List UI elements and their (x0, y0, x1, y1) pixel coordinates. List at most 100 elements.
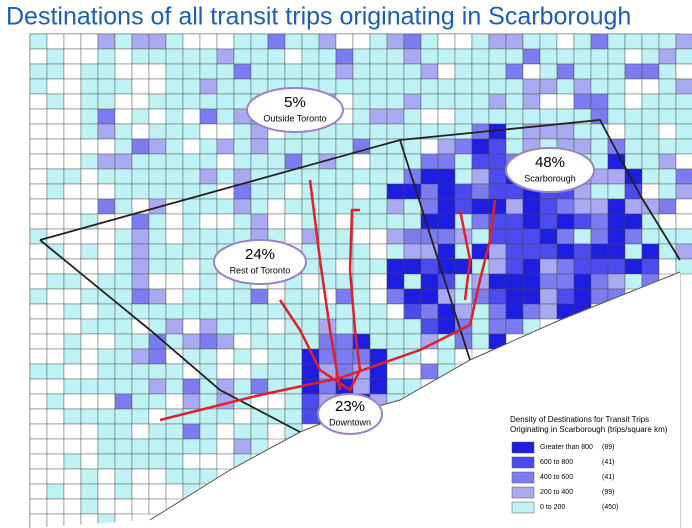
map-cell (182, 33, 201, 50)
map-cell (369, 213, 388, 230)
map-cell (301, 138, 320, 155)
map-cell (165, 228, 184, 245)
map-cell (556, 288, 575, 305)
map-cell (97, 348, 116, 365)
map-cell (97, 63, 116, 80)
map-cell (29, 438, 48, 455)
map-cell (675, 198, 692, 215)
map-cell (590, 78, 609, 95)
map-cell (29, 228, 48, 245)
map-cell (46, 198, 65, 215)
map-cell (114, 138, 133, 155)
map-cell (403, 363, 422, 380)
map-cell (386, 333, 405, 350)
map-cell (80, 393, 99, 410)
map-cell (505, 288, 524, 305)
map-cell (471, 63, 490, 80)
map-cell (63, 48, 82, 65)
legend-swatch (511, 471, 535, 484)
map-cell (403, 78, 422, 95)
map-cell (471, 78, 490, 95)
map-cell (148, 168, 167, 185)
map-cell (216, 33, 235, 50)
map-cell (318, 33, 337, 50)
map-cell (505, 78, 524, 95)
map-cell (267, 183, 286, 200)
map-cell (590, 138, 609, 155)
map-cell (182, 93, 201, 110)
map-cell (522, 258, 541, 275)
map-cell (624, 48, 643, 65)
map-cell (182, 153, 201, 170)
map-cell (590, 93, 609, 110)
map-cell (658, 258, 677, 275)
map-cell (267, 138, 286, 155)
map-cell (505, 63, 524, 80)
map-cell (148, 213, 167, 230)
map-cell (471, 153, 490, 170)
map-cell (216, 348, 235, 365)
rt-line (458, 209, 472, 301)
map-cell (216, 213, 235, 230)
map-cell (114, 258, 133, 275)
map-cell (199, 423, 218, 440)
map-cell (29, 168, 48, 185)
map-cell (233, 153, 252, 170)
map-cell (216, 363, 235, 380)
map-cell (148, 273, 167, 290)
map-cell (216, 333, 235, 350)
map-cell (29, 363, 48, 380)
map-cell (267, 363, 286, 380)
map-cell (403, 63, 422, 80)
map-cell (437, 348, 456, 365)
map-cell (488, 108, 507, 125)
map-cell (29, 33, 48, 50)
map-cell (556, 273, 575, 290)
map-cell (29, 78, 48, 95)
map-cell (437, 213, 456, 230)
map-cell (556, 258, 575, 275)
map-cell (148, 408, 167, 425)
map-cell (114, 168, 133, 185)
map-cell (182, 78, 201, 95)
map-cell (29, 183, 48, 200)
map-cell (46, 318, 65, 335)
map-cell (199, 123, 218, 140)
map-cell (216, 288, 235, 305)
map-cell (216, 228, 235, 245)
map-cell (233, 123, 252, 140)
map-cell (471, 93, 490, 110)
map-cell (369, 108, 388, 125)
map-cell (539, 288, 558, 305)
map-cell (318, 168, 337, 185)
map-cell (675, 168, 692, 185)
map-cell (46, 108, 65, 125)
map-cell (369, 168, 388, 185)
map-cell (590, 258, 609, 275)
map-cell (46, 408, 65, 425)
map-cell (63, 243, 82, 260)
map-cell (165, 243, 184, 260)
map-cell (641, 168, 660, 185)
map-cell (675, 228, 692, 245)
map-cell (403, 213, 422, 230)
map-cell (199, 288, 218, 305)
map-cell (182, 123, 201, 140)
map-cell (641, 63, 660, 80)
map-cell (590, 63, 609, 80)
map-cell (437, 78, 456, 95)
map-cell (607, 78, 626, 95)
map-cell (505, 108, 524, 125)
map-cell (148, 423, 167, 440)
map-cell (216, 438, 235, 455)
map-cell (29, 483, 48, 500)
map-cell (505, 273, 524, 290)
map-cell (267, 213, 286, 230)
map-cell (386, 198, 405, 215)
map-cell (97, 48, 116, 65)
subway-line (308, 179, 342, 391)
map-cell (522, 198, 541, 215)
map-cell (233, 288, 252, 305)
map-cell (403, 258, 422, 275)
